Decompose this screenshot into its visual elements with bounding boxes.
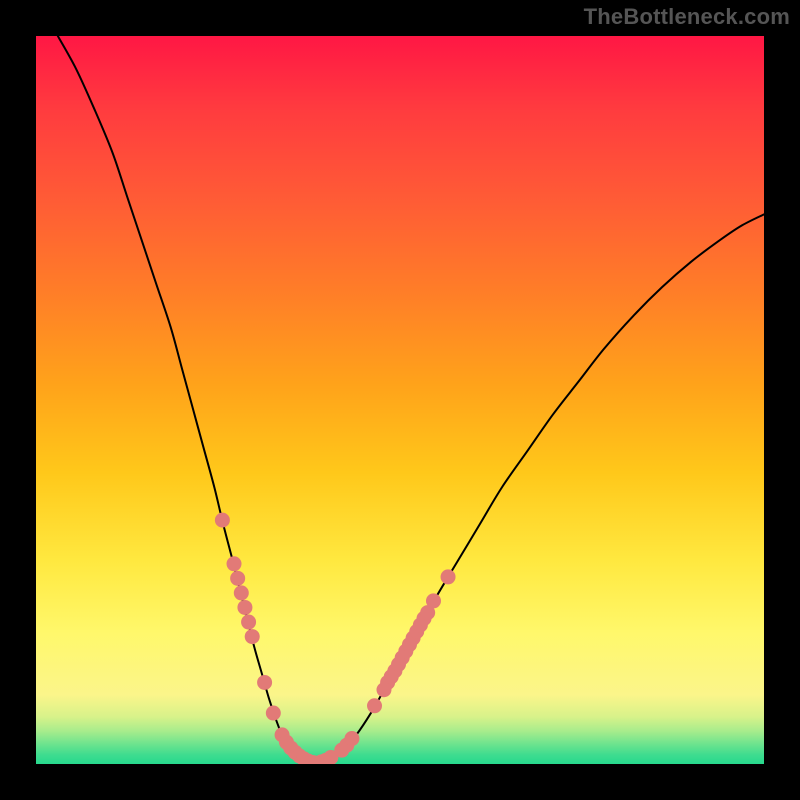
curve-marker: [426, 593, 441, 608]
curve-marker: [227, 556, 242, 571]
curve-marker: [237, 600, 252, 615]
chart-svg: [0, 0, 800, 800]
bottleneck-chart: TheBottleneck.com: [0, 0, 800, 800]
curve-marker: [441, 569, 456, 584]
watermark-text: TheBottleneck.com: [584, 4, 790, 30]
curve-marker: [367, 698, 382, 713]
curve-marker: [234, 585, 249, 600]
curve-marker: [257, 675, 272, 690]
curve-marker: [344, 731, 359, 746]
curve-marker: [230, 571, 245, 586]
curve-marker: [266, 706, 281, 721]
curve-marker: [215, 513, 230, 528]
curve-marker: [245, 629, 260, 644]
curve-marker: [241, 615, 256, 630]
